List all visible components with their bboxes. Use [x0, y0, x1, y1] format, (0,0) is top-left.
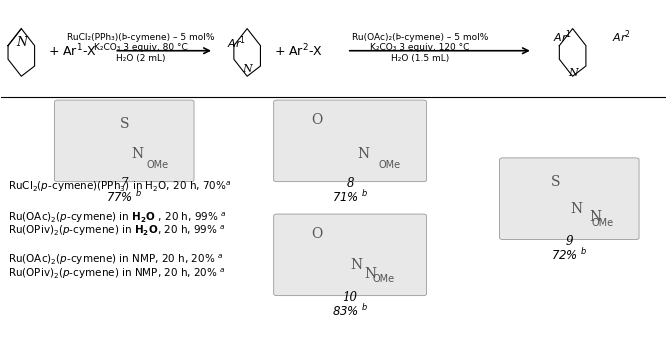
Text: 71% $^b$: 71% $^b$	[331, 189, 368, 205]
Text: Ar$^2$: Ar$^2$	[612, 29, 632, 45]
Text: 83% $^b$: 83% $^b$	[331, 303, 368, 319]
Text: N: N	[590, 210, 602, 224]
Text: OMe: OMe	[372, 274, 394, 284]
Text: Ru(OAc)$_2$($p$-cymene) in $\mathbf{H_2O}$ , 20 h, 99% $^a$: Ru(OAc)$_2$($p$-cymene) in $\mathbf{H_2O…	[8, 210, 227, 225]
Text: Ru(OAc)$_2$($p$-cymene) in NMP, 20 h, 20% $^a$: Ru(OAc)$_2$($p$-cymene) in NMP, 20 h, 20…	[8, 253, 223, 267]
Text: 8: 8	[346, 177, 354, 190]
Text: 10: 10	[343, 291, 358, 304]
Text: Ar$^1$: Ar$^1$	[553, 29, 572, 45]
Text: 9: 9	[566, 235, 573, 248]
Text: Ar$^1$: Ar$^1$	[227, 34, 246, 50]
Text: + Ar$^2$-X: + Ar$^2$-X	[273, 43, 323, 59]
Text: S: S	[119, 117, 129, 131]
Text: H₂O (1.5 mL): H₂O (1.5 mL)	[391, 55, 449, 63]
Text: K₂CO₃ 3 equiv, 80 °C: K₂CO₃ 3 equiv, 80 °C	[94, 44, 187, 52]
Text: N: N	[242, 64, 252, 74]
Text: RuCl₂(PPh₃)(Ϸ-cymene) – 5 mol%: RuCl₂(PPh₃)(Ϸ-cymene) – 5 mol%	[67, 33, 215, 42]
Text: N: N	[351, 258, 363, 272]
FancyBboxPatch shape	[273, 214, 426, 296]
Text: H₂O (2 mL): H₂O (2 mL)	[116, 55, 165, 63]
FancyBboxPatch shape	[273, 100, 426, 182]
Text: O: O	[311, 227, 323, 241]
Text: 72% $^b$: 72% $^b$	[551, 247, 588, 263]
Text: N: N	[568, 68, 578, 78]
Text: O: O	[311, 114, 323, 128]
Text: RuCl$_2$($p$-cymene)(PPh$_3$) in H$_2$O, 20 h, 70%$^a$: RuCl$_2$($p$-cymene)(PPh$_3$) in H$_2$O,…	[8, 180, 231, 194]
Text: OMe: OMe	[147, 160, 169, 170]
Text: 77% $^b$: 77% $^b$	[106, 189, 143, 205]
Text: Ru(OPiv)$_2$($p$-cymene) in $\mathbf{H_2O}$, 20 h, 99% $^a$: Ru(OPiv)$_2$($p$-cymene) in $\mathbf{H_2…	[8, 224, 226, 238]
Text: N: N	[358, 147, 370, 162]
Text: N: N	[131, 147, 143, 162]
Text: N: N	[570, 202, 582, 216]
Text: N: N	[16, 36, 27, 49]
Text: 7: 7	[121, 177, 128, 190]
FancyBboxPatch shape	[500, 158, 639, 239]
Text: Ru(OPiv)$_2$($p$-cymene) in NMP, 20 h, 20% $^a$: Ru(OPiv)$_2$($p$-cymene) in NMP, 20 h, 2…	[8, 267, 226, 281]
Text: OMe: OMe	[379, 160, 401, 170]
Text: N: N	[364, 267, 376, 281]
Text: Ru(OAc)₂(Ϸ-cymene) – 5 mol%: Ru(OAc)₂(Ϸ-cymene) – 5 mol%	[352, 33, 488, 42]
Text: + Ar$^1$-X: + Ar$^1$-X	[48, 43, 97, 59]
Text: OMe: OMe	[592, 217, 614, 227]
Text: K₂CO₃ 3 equiv, 120 °C: K₂CO₃ 3 equiv, 120 °C	[370, 44, 470, 52]
FancyBboxPatch shape	[55, 100, 194, 182]
Text: S: S	[551, 175, 561, 189]
